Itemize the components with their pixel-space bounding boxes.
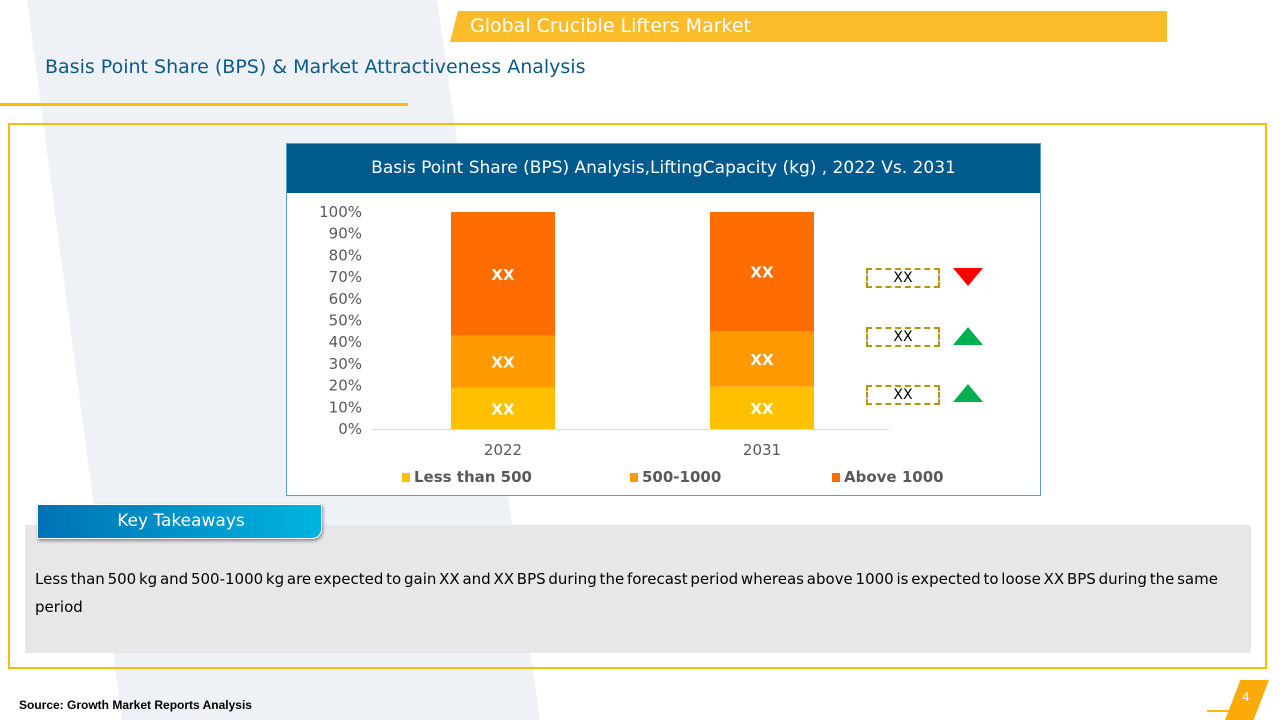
y-tick-label: 10% <box>329 398 362 416</box>
legend-label: Less than 500 <box>414 468 532 486</box>
chart-panel: Basis Point Share (BPS) Analysis,Lifting… <box>286 143 1041 496</box>
trend-up-icon <box>953 327 983 345</box>
page-number: 4 <box>1242 690 1250 704</box>
data-label: XX <box>491 354 515 372</box>
legend-swatch <box>402 473 410 482</box>
bar-segment-less-than-500-2022 <box>451 387 555 429</box>
takeaways-text: Less than 500 kg and 500-1000 kg are exp… <box>35 570 1218 616</box>
y-tick-label: 100% <box>319 203 362 221</box>
bar-segment-500-1000-2022 <box>451 335 555 388</box>
data-label: XX <box>491 266 515 284</box>
bar-segment-above-1000-2031 <box>710 212 814 332</box>
y-tick-label: 50% <box>329 312 362 330</box>
data-label: XX <box>750 264 774 282</box>
y-tick-label: 20% <box>329 377 362 395</box>
y-tick-label: 90% <box>329 225 362 243</box>
market-title: Global Crucible Lifters Market <box>470 15 751 37</box>
legend-label: 500-1000 <box>642 468 721 486</box>
y-tick-label: 0% <box>338 420 362 438</box>
takeaways-tab <box>37 504 322 539</box>
data-label: XX <box>750 351 774 369</box>
bar-segment-less-than-500-2031 <box>710 386 814 429</box>
legend-swatch <box>630 473 638 482</box>
bar-segment-500-1000-2031 <box>710 331 814 387</box>
title-underline <box>0 103 408 106</box>
bps-callout-less-than-500: XX <box>866 385 940 405</box>
bps-callout-label: XX <box>893 329 913 345</box>
y-tick-label: 60% <box>329 290 362 308</box>
bps-callout-label: XX <box>893 387 913 403</box>
bps-callout-label: XX <box>893 270 913 286</box>
stacked-bar-chart: 0% 10% 20% 30% 40% 50% 60% 70% 80% 90% 100% XX XX XX 2… <box>319 203 944 486</box>
trend-up-icon <box>953 384 983 402</box>
legend-swatch <box>832 473 840 482</box>
page-title: Basis Point Share (BPS) & Market Attract… <box>45 56 586 78</box>
market-title-banner <box>450 11 1167 42</box>
source-note: Source: Growth Market Reports Analysis <box>19 698 252 712</box>
trend-down-icon <box>953 268 983 286</box>
legend-label: Above 1000 <box>844 468 944 486</box>
data-label: XX <box>491 400 515 418</box>
data-label: XX <box>750 400 774 418</box>
takeaways-panel <box>25 525 1251 653</box>
content-frame <box>8 123 1267 669</box>
bar-segment-above-1000-2022 <box>451 212 555 336</box>
bps-callout-500-1000: XX <box>866 327 940 347</box>
y-tick-label: 30% <box>329 355 362 373</box>
x-tick-label: 2022 <box>484 441 522 459</box>
chart-title: Basis Point Share (BPS) Analysis,Lifting… <box>371 158 956 178</box>
bps-callout-above-1000: XX <box>866 268 940 288</box>
takeaways-label: Key Takeaways <box>117 511 245 531</box>
x-tick-label: 2031 <box>743 441 781 459</box>
page-number-line <box>1207 710 1243 712</box>
y-tick-label: 80% <box>329 246 362 264</box>
y-tick-label: 40% <box>329 333 362 351</box>
chart-header: Basis Point Share (BPS) Analysis,Lifting… <box>287 144 1040 193</box>
y-tick-label: 70% <box>329 268 362 286</box>
